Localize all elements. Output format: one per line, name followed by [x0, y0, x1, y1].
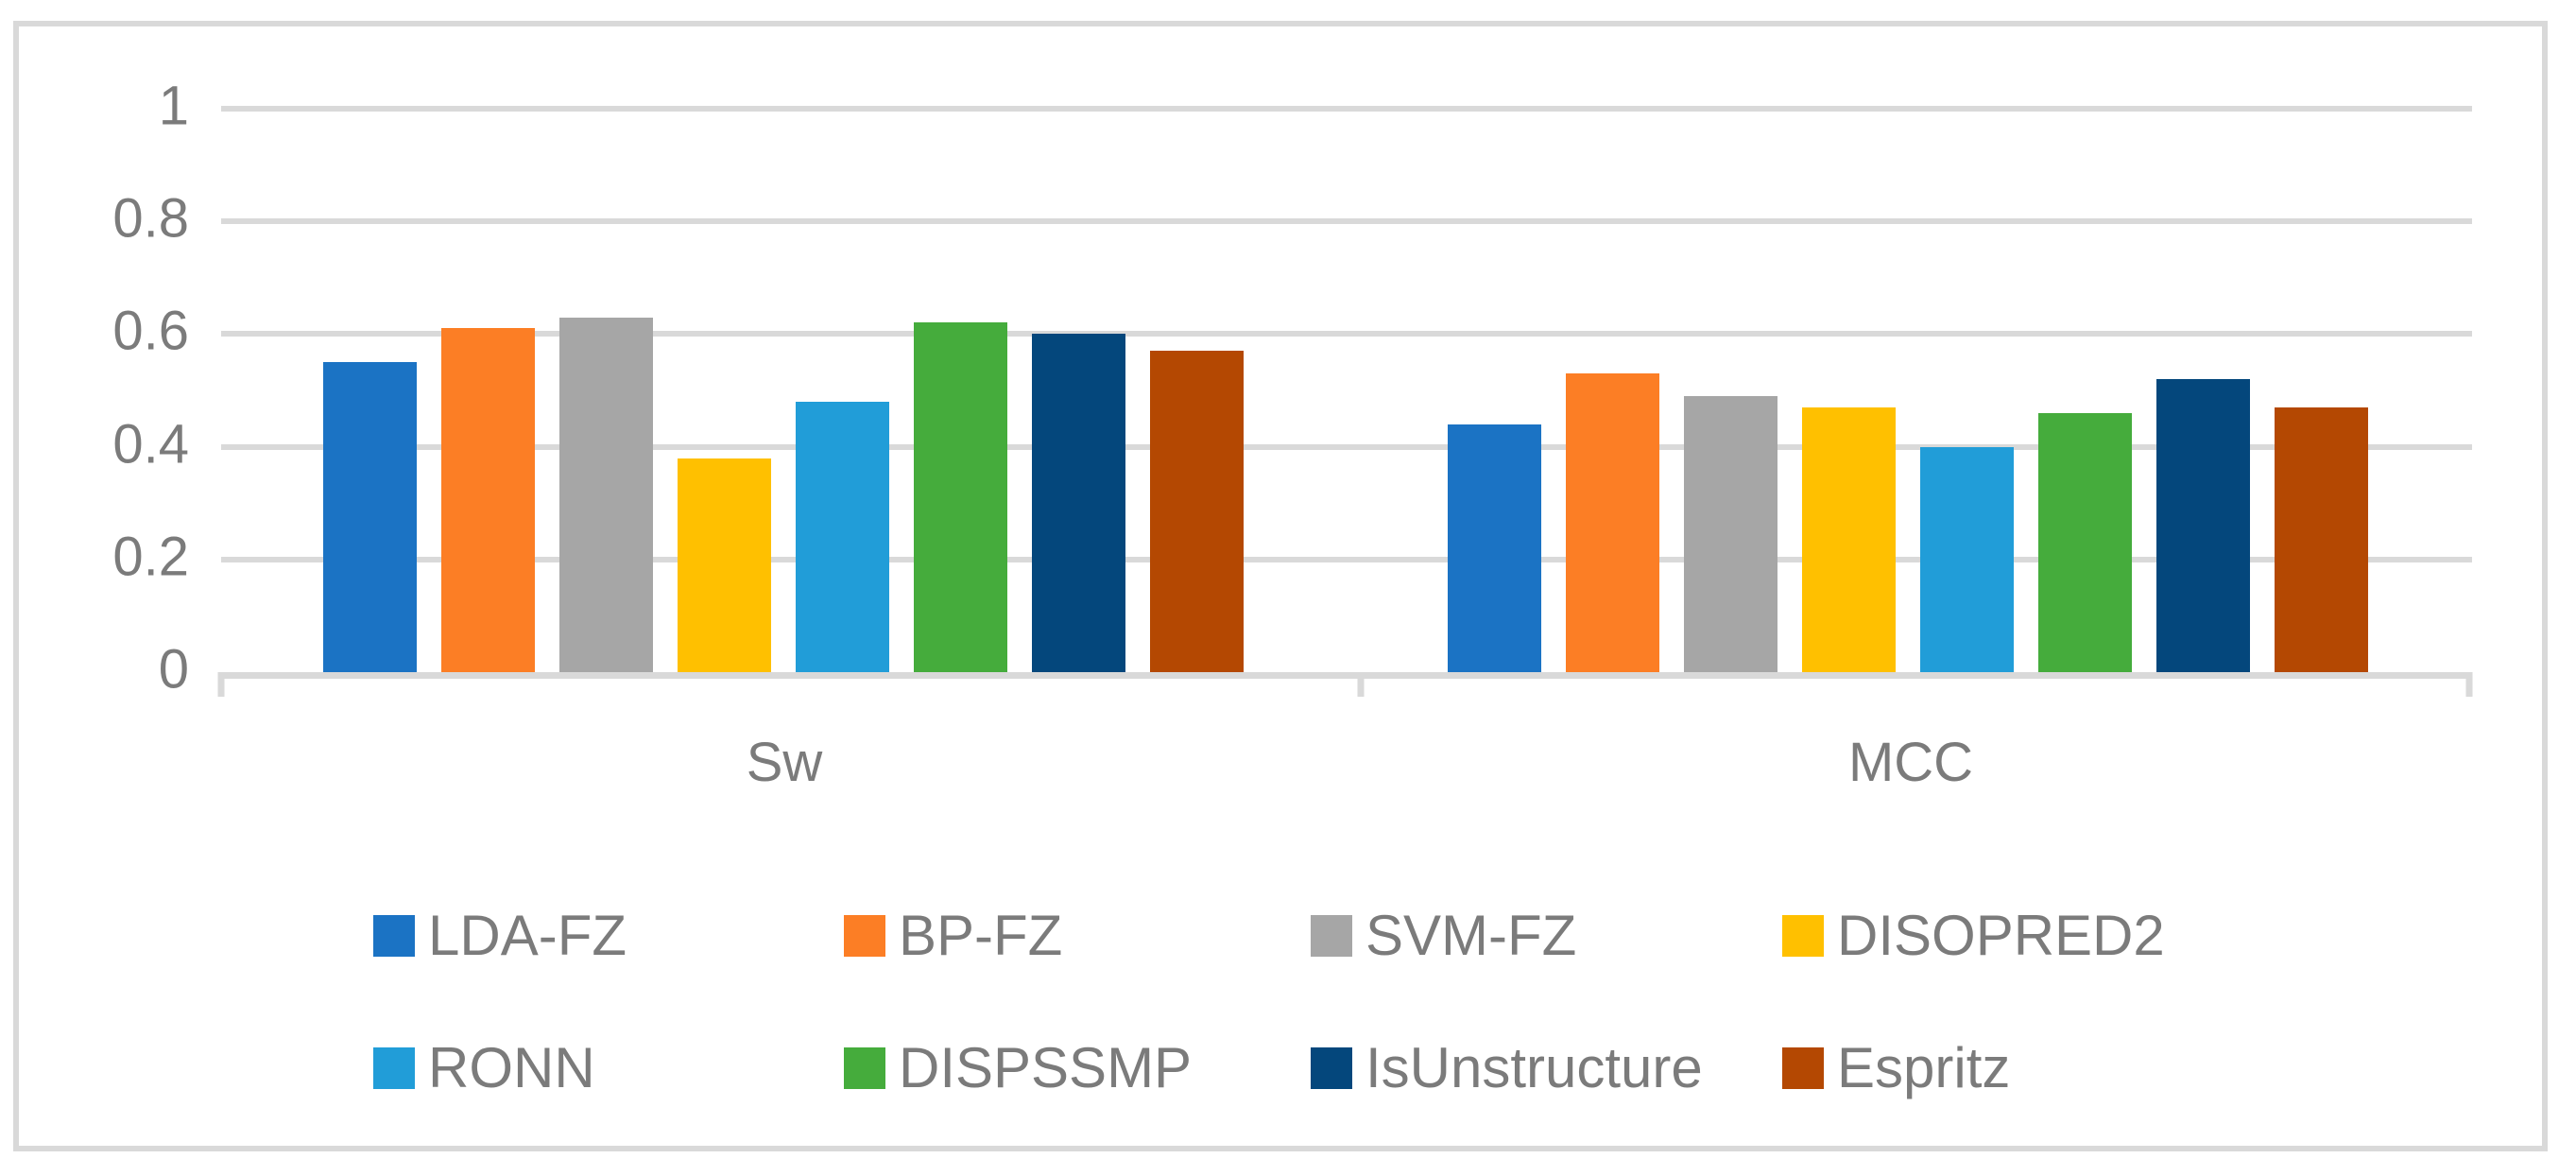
y-tick-label-0.4: 0.4	[112, 413, 189, 476]
legend-swatch-svm-fz	[1311, 915, 1352, 957]
gridline-0.4	[221, 443, 2472, 450]
bar-sw-ronn	[796, 402, 889, 672]
legend-item-isunstructure: IsUnstructure	[1311, 1035, 1703, 1101]
bar-sw-svm-fz	[559, 318, 653, 672]
bar-sw-lda-fz	[323, 362, 417, 672]
legend-label-isunstructure: IsUnstructure	[1365, 1036, 1703, 1099]
legend-label-svm-fz: SVM-FZ	[1365, 904, 1577, 967]
y-tick-label-0.6: 0.6	[112, 301, 189, 363]
bar-sw-espritz	[1150, 351, 1244, 672]
legend-swatch-ronn	[373, 1047, 415, 1089]
legend-swatch-disopred2	[1782, 915, 1824, 957]
x-axis-line	[221, 672, 2472, 679]
legend-swatch-isunstructure	[1311, 1047, 1352, 1089]
legend-label-disopred2: DISOPRED2	[1837, 904, 2165, 967]
legend-swatch-dispssmp	[844, 1047, 885, 1089]
y-tick-label-0: 0	[158, 638, 189, 700]
legend-swatch-espritz	[1782, 1047, 1824, 1089]
bar-mcc-lda-fz	[1448, 424, 1541, 672]
legend-item-svm-fz: SVM-FZ	[1311, 903, 1576, 969]
gridline-0.6	[221, 331, 2472, 337]
legend-item-dispssmp: DISPSSMP	[844, 1035, 1192, 1101]
legend-swatch-bp-fz	[844, 915, 885, 957]
legend-label-lda-fz: LDA-FZ	[428, 904, 627, 967]
bar-group-sw	[323, 109, 1244, 672]
bar-mcc-dispssmp	[2038, 413, 2132, 672]
legend-item-espritz: Espritz	[1782, 1035, 2010, 1101]
bar-mcc-svm-fz	[1684, 396, 1777, 672]
gridline-1	[221, 106, 2472, 112]
legend-item-ronn: RONN	[373, 1035, 595, 1101]
y-tick-label-0.8: 0.8	[112, 187, 189, 250]
bar-sw-isunstructure	[1032, 334, 1125, 672]
bar-mcc-bp-fz	[1566, 373, 1659, 672]
x-axis-tick-2	[2465, 672, 2473, 697]
legend-label-bp-fz: BP-FZ	[899, 904, 1063, 967]
bar-mcc-espritz	[2275, 407, 2368, 672]
legend-label-dispssmp: DISPSSMP	[899, 1036, 1193, 1099]
category-label-sw: Sw	[746, 732, 823, 793]
y-tick-label-1: 1	[158, 75, 189, 137]
bar-mcc-disopred2	[1802, 407, 1896, 672]
x-axis-tick-1	[1357, 672, 1365, 697]
legend-label-espritz: Espritz	[1837, 1036, 2011, 1099]
bar-mcc-ronn	[1920, 447, 2014, 672]
legend-item-disopred2: DISOPRED2	[1782, 903, 2165, 969]
bar-sw-bp-fz	[441, 328, 535, 672]
legend-swatch-lda-fz	[373, 915, 415, 957]
gridline-0.8	[221, 218, 2472, 225]
bar-sw-disopred2	[678, 458, 771, 672]
category-label-mcc: MCC	[1847, 732, 1974, 793]
y-tick-label-0.2: 0.2	[112, 526, 189, 588]
legend-item-lda-fz: LDA-FZ	[373, 903, 627, 969]
bar-mcc-isunstructure	[2156, 379, 2250, 672]
legend-item-bp-fz: BP-FZ	[844, 903, 1062, 969]
legend-label-ronn: RONN	[428, 1036, 595, 1099]
gridline-0.2	[221, 556, 2472, 562]
bar-group-mcc	[1448, 109, 2368, 672]
x-axis-tick-0	[217, 672, 225, 697]
bar-sw-dispssmp	[914, 322, 1007, 672]
